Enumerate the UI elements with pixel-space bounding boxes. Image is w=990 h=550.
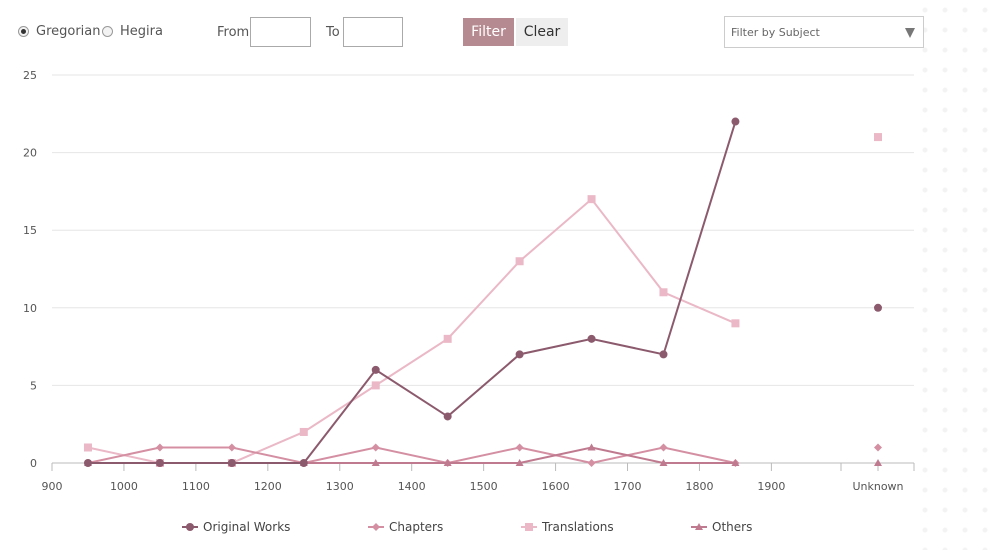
- data-point: [659, 459, 668, 466]
- x-tick-label: 1600: [542, 480, 570, 493]
- data-point: [731, 117, 740, 126]
- clear-button[interactable]: Clear: [516, 18, 568, 46]
- subject-select[interactable]: Filter by Subject: [724, 16, 924, 48]
- from-label: From: [217, 25, 250, 40]
- circle-marker-icon: [182, 523, 198, 531]
- subject-select-label: Filter by Subject: [731, 26, 820, 39]
- x-tick-label: 1500: [470, 480, 498, 493]
- to-input[interactable]: [343, 17, 403, 47]
- to-label: To: [326, 25, 340, 40]
- legend-item[interactable]: Translations: [521, 520, 614, 534]
- line-chart: 0 5 10 15 20 25 900 1000 1100 1200 1300 1400 1500 160…: [23, 69, 915, 493]
- x-tick-label: 900: [42, 480, 63, 493]
- legend-label: Chapters: [389, 520, 444, 534]
- background-pattern: [915, 0, 990, 550]
- chevron-down-icon[interactable]: [905, 28, 915, 38]
- square-marker-icon: [521, 523, 537, 531]
- hegira-label: Hegira: [120, 24, 163, 39]
- data-point: [443, 412, 452, 421]
- data-point: [515, 459, 524, 466]
- y-tick-label: 0: [30, 457, 37, 470]
- legend-item[interactable]: Others: [691, 520, 752, 534]
- chart-legend: Original Works Chapters Translations Others: [0, 520, 990, 540]
- x-tick-label: 1700: [614, 480, 642, 493]
- y-tick-label: 5: [30, 379, 37, 392]
- filter-button[interactable]: Filter: [463, 18, 514, 46]
- data-point: [371, 443, 380, 452]
- hegira-radio[interactable]: Hegira: [102, 24, 163, 39]
- legend-label: Translations: [542, 520, 614, 534]
- data-point: [227, 459, 236, 467]
- x-tick-label: 1900: [757, 480, 785, 493]
- legend-label: Original Works: [203, 520, 291, 534]
- data-point: [155, 459, 164, 467]
- unknown-data-point: [874, 303, 882, 312]
- data-point: [515, 443, 524, 452]
- hegira-radio-dot[interactable]: [102, 26, 113, 37]
- y-tick-label: 20: [23, 147, 37, 160]
- data-point: [587, 443, 596, 451]
- x-tick-label: Unknown: [852, 480, 903, 493]
- legend-item[interactable]: Original Works: [182, 520, 290, 534]
- unknown-data-point: [874, 443, 882, 452]
- y-tick-label: 25: [23, 69, 37, 82]
- data-point: [731, 319, 740, 328]
- gregorian-label: Gregorian: [36, 24, 101, 39]
- data-point: [443, 459, 452, 466]
- data-point: [83, 459, 92, 467]
- data-point: [371, 365, 380, 374]
- x-tick-label: 1300: [326, 480, 354, 493]
- x-tick-label: 1000: [110, 480, 138, 493]
- data-point: [155, 443, 164, 452]
- gregorian-radio-dot[interactable]: [18, 26, 29, 37]
- from-input[interactable]: [250, 17, 311, 47]
- series-line: [87, 197, 736, 464]
- unknown-data-point: [874, 133, 882, 142]
- data-point: [659, 350, 668, 359]
- data-point: [731, 459, 740, 466]
- triangle-marker-icon: [691, 523, 707, 530]
- unknown-data-point: [874, 459, 882, 466]
- data-point: [299, 459, 308, 467]
- x-tick-label: 1800: [685, 480, 713, 493]
- data-point: [587, 195, 596, 204]
- series-line: [87, 446, 736, 465]
- data-point: [371, 459, 380, 466]
- diamond-marker-icon: [368, 523, 384, 531]
- data-point: [587, 334, 596, 343]
- data-point: [659, 288, 668, 297]
- data-point: [587, 459, 596, 467]
- data-point: [371, 381, 380, 390]
- data-point: [443, 334, 452, 343]
- data-point: [299, 427, 308, 436]
- x-tick-label: 1200: [254, 480, 282, 493]
- legend-label: Others: [712, 520, 753, 534]
- x-tick-label: 1100: [182, 480, 210, 493]
- y-tick-label: 15: [23, 224, 37, 237]
- y-tick-label: 10: [23, 302, 37, 315]
- filter-toolbar: Gregorian Hegira From To Filter Clear Fi…: [0, 0, 990, 60]
- data-point: [515, 350, 524, 359]
- x-tick-label: 1400: [398, 480, 426, 493]
- data-point: [227, 443, 236, 452]
- data-point: [515, 257, 524, 266]
- data-point: [83, 443, 92, 452]
- data-point: [659, 443, 668, 452]
- gregorian-radio[interactable]: Gregorian: [18, 24, 101, 39]
- series-line: [87, 121, 737, 464]
- legend-item[interactable]: Chapters: [368, 520, 443, 534]
